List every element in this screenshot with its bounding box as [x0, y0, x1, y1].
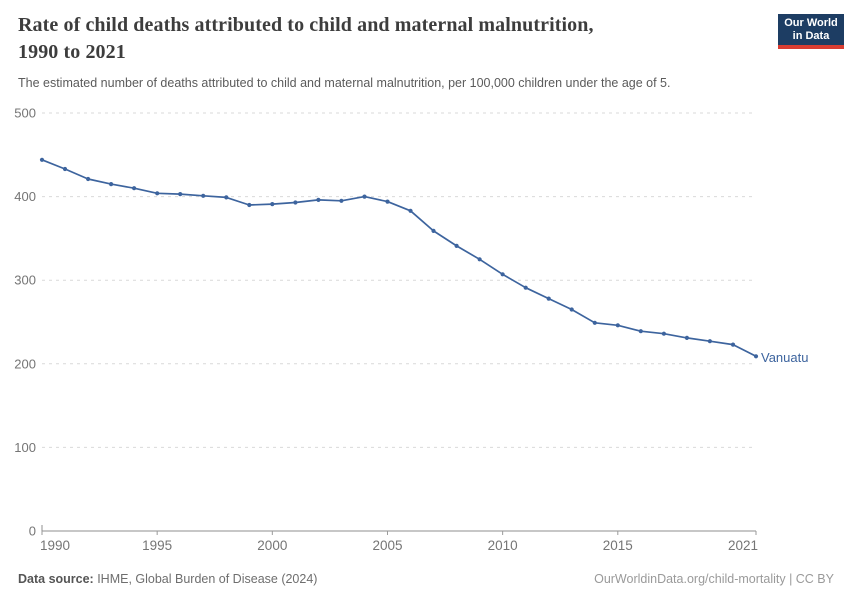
data-point[interactable] — [86, 176, 91, 182]
data-point[interactable] — [707, 339, 713, 344]
data-point[interactable] — [431, 228, 436, 233]
data-point[interactable] — [592, 320, 597, 325]
y-tick-label: 300 — [14, 273, 36, 288]
chart-title-line1: Rate of child deaths attributed to child… — [18, 14, 594, 36]
data-point[interactable] — [684, 335, 690, 340]
data-point[interactable] — [753, 354, 759, 359]
data-point[interactable] — [546, 296, 551, 301]
data-point[interactable] — [201, 193, 206, 198]
data-point[interactable] — [362, 194, 367, 199]
x-tick-label: 2000 — [257, 538, 287, 553]
data-point[interactable] — [339, 198, 344, 203]
owid-url-text[interactable]: OurWorldinData.org/child-mortality | CC … — [594, 572, 834, 586]
chart-title: Rate of child deaths attributed to child… — [18, 12, 738, 66]
chart-title-line2: 1990 to 2021 — [18, 41, 126, 63]
x-tick-label: 2010 — [488, 538, 518, 553]
data-source-label: Data source: — [18, 572, 94, 586]
y-tick-label: 100 — [14, 440, 36, 455]
data-point[interactable] — [638, 329, 643, 334]
owid-logo[interactable]: Our World in Data — [778, 14, 844, 49]
series-line-vanuatu[interactable] — [41, 158, 757, 358]
data-source-text: Data source: IHME, Global Burden of Dise… — [18, 572, 318, 586]
x-tick-label: 2021 — [728, 538, 758, 553]
data-point[interactable] — [224, 195, 229, 200]
data-point[interactable] — [523, 285, 528, 290]
y-tick-label: 0 — [29, 524, 36, 539]
chart-footer: Data source: IHME, Global Burden of Dise… — [0, 572, 850, 588]
x-tick-label: 2005 — [372, 538, 402, 553]
data-point[interactable] — [293, 200, 298, 205]
data-point[interactable] — [661, 331, 667, 336]
data-point[interactable] — [270, 202, 275, 207]
owid-logo-line1: Our World — [784, 17, 838, 29]
data-point[interactable] — [500, 272, 505, 277]
data-point[interactable] — [408, 208, 413, 213]
data-point[interactable] — [39, 157, 45, 162]
data-point[interactable] — [615, 323, 620, 328]
data-point[interactable] — [454, 243, 459, 248]
data-point[interactable] — [109, 182, 114, 187]
chart-subtitle: The estimated number of deaths attribute… — [18, 76, 671, 90]
data-point[interactable] — [155, 191, 160, 196]
series-label-vanuatu[interactable]: Vanuatu — [761, 350, 809, 365]
data-point[interactable] — [477, 257, 482, 262]
data-point[interactable] — [247, 202, 252, 208]
data-point[interactable] — [132, 186, 137, 191]
y-tick-label: 400 — [14, 189, 36, 204]
data-point[interactable] — [569, 307, 574, 312]
data-point[interactable] — [316, 197, 321, 202]
data-point[interactable] — [62, 166, 68, 172]
y-tick-label: 500 — [14, 106, 36, 121]
x-tick-label: 2015 — [603, 538, 633, 553]
data-point[interactable] — [385, 199, 390, 204]
y-tick-label: 200 — [14, 356, 36, 371]
data-point[interactable] — [730, 342, 736, 347]
data-point[interactable] — [178, 192, 183, 197]
x-tick-label: 1995 — [142, 538, 172, 553]
x-tick-label: 1990 — [40, 538, 70, 553]
owid-logo-line2: in Data — [792, 30, 830, 42]
